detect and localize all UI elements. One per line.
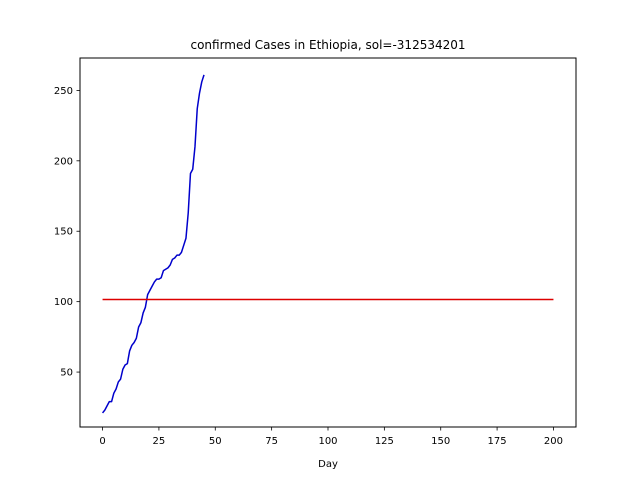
x-tick-label: 200 — [544, 436, 563, 447]
chart-title: confirmed Cases in Ethiopia, sol=-312534… — [190, 38, 465, 52]
y-tick-label: 150 — [54, 227, 73, 238]
series-line-confirmed-cases — [101, 74, 205, 414]
y-tick-label: 200 — [54, 156, 73, 167]
x-tick-label: 100 — [318, 436, 337, 447]
y-axis: 50 100 150 200 250 — [54, 86, 80, 379]
x-tick-label: 175 — [488, 436, 507, 447]
x-tick-label: 125 — [375, 436, 394, 447]
x-axis-label: Day — [318, 459, 338, 470]
x-tick-label: 25 — [153, 436, 166, 447]
x-tick-label: 50 — [209, 436, 222, 447]
x-axis: 0 25 50 75 100 125 150 175 200 — [99, 427, 563, 447]
x-tick-label: 0 — [99, 436, 105, 447]
y-tick-label: 50 — [60, 368, 73, 379]
x-tick-label: 150 — [431, 436, 450, 447]
y-tick-label: 250 — [54, 86, 73, 97]
x-tick-label: 75 — [265, 436, 278, 447]
series-layer — [101, 74, 554, 414]
y-tick-label: 100 — [54, 297, 73, 308]
